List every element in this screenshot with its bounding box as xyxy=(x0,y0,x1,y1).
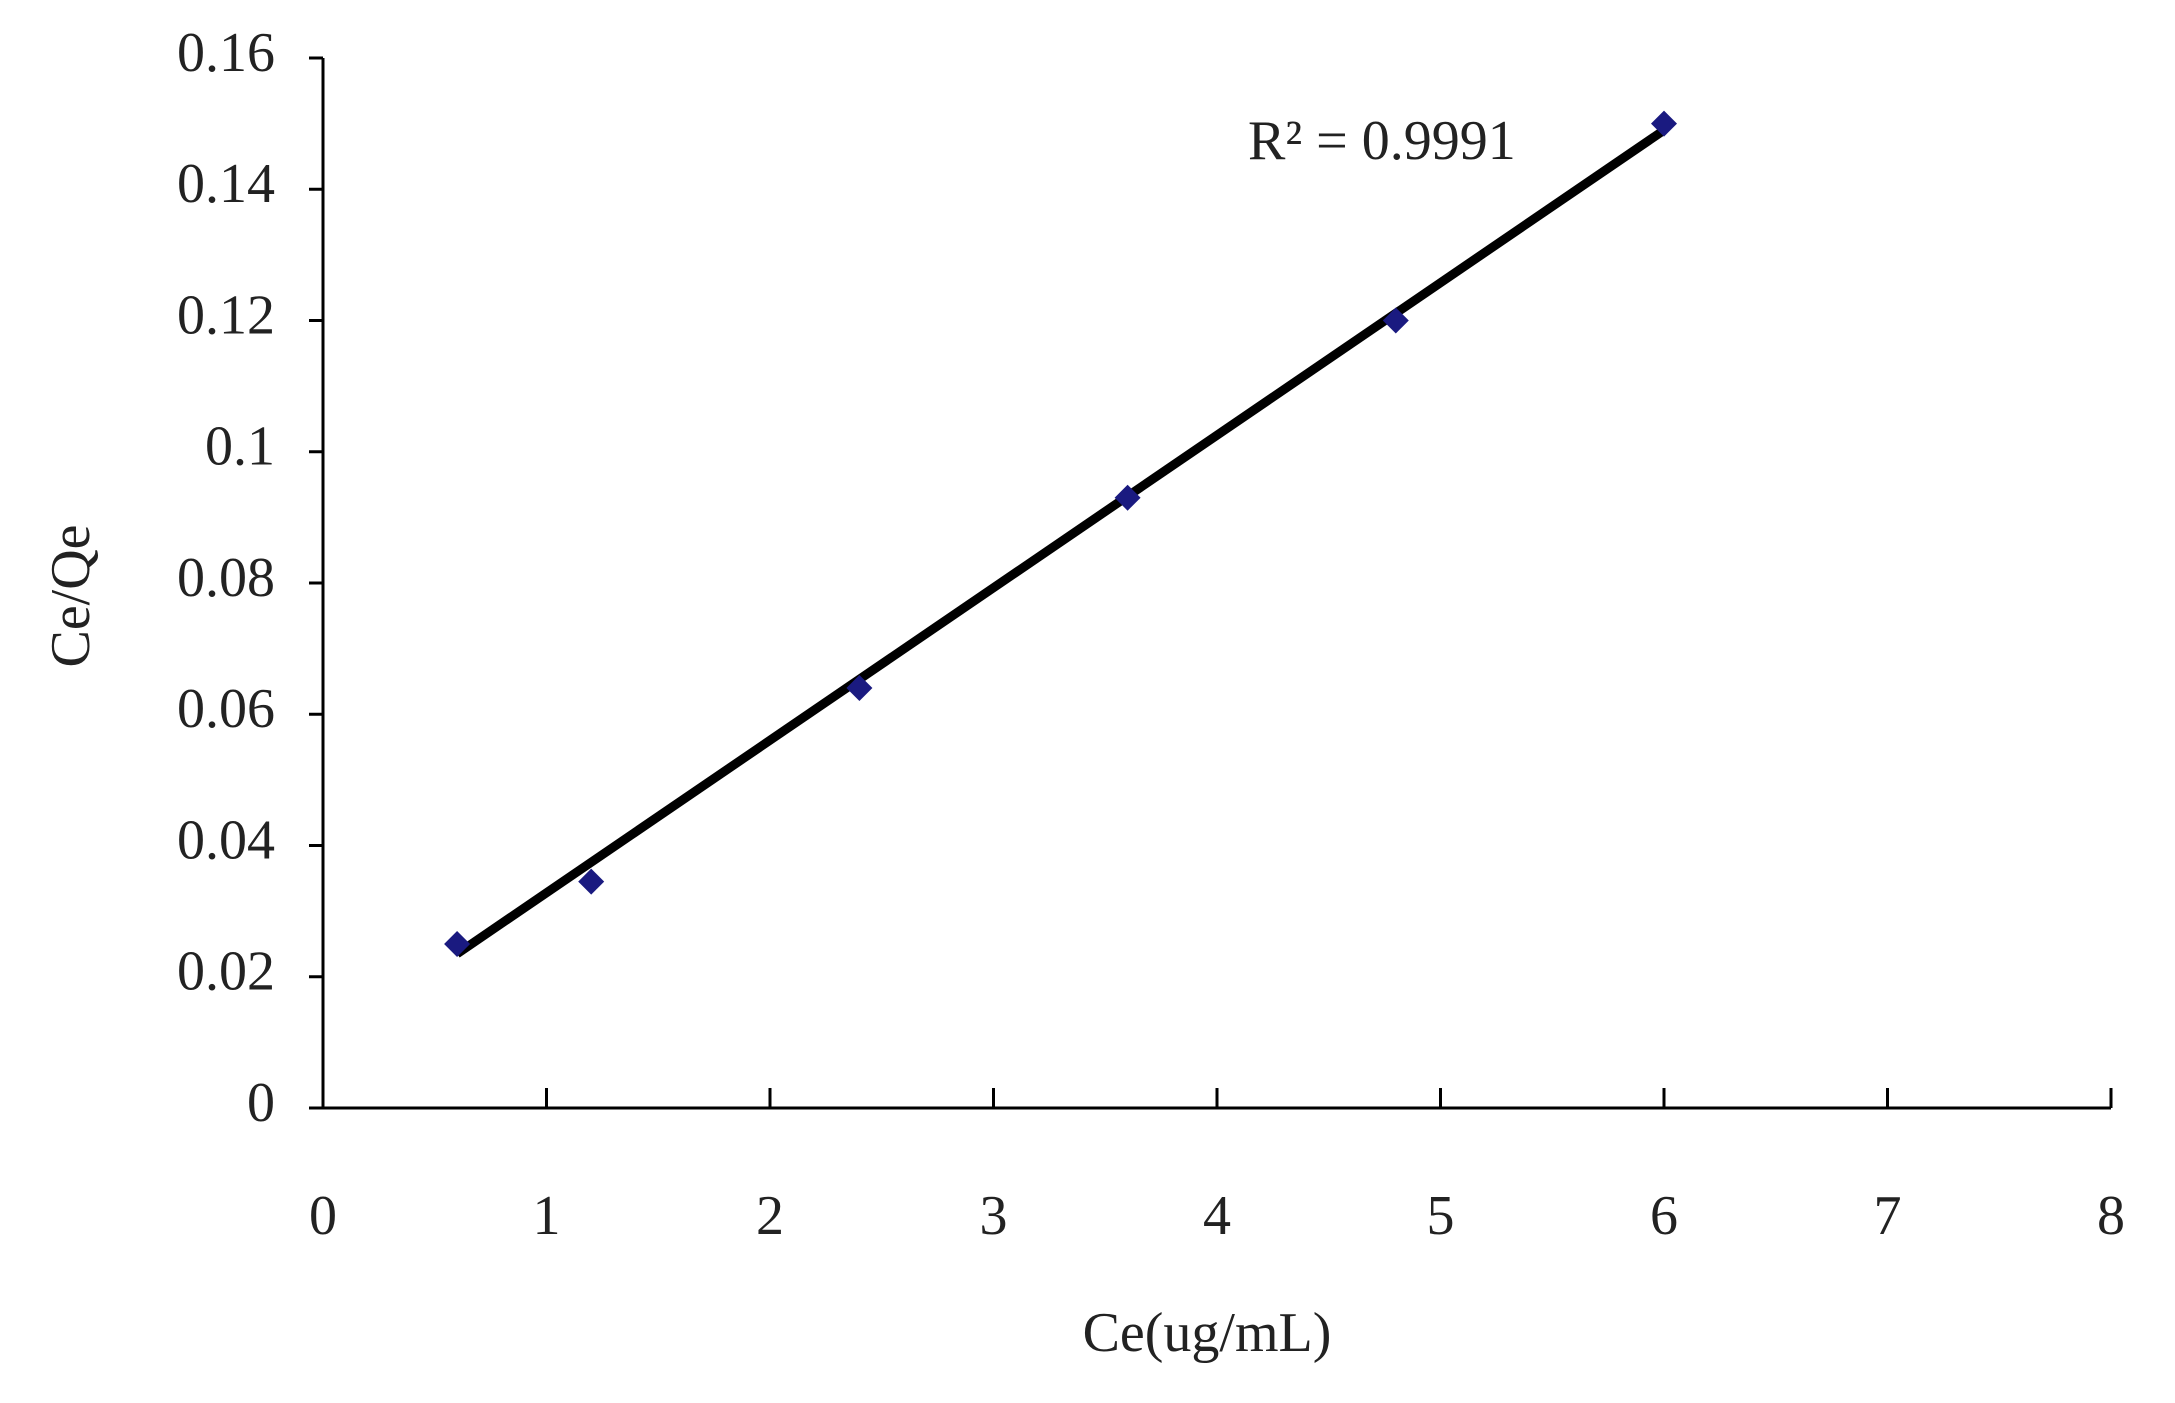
data-point xyxy=(846,675,873,701)
data-point xyxy=(1382,307,1409,334)
y-tick-label: 0 xyxy=(247,1072,275,1134)
x-tick-label: 3 xyxy=(980,1185,1008,1247)
y-tick-label: 0.14 xyxy=(177,153,275,215)
y-tick-label: 0.08 xyxy=(177,547,275,609)
x-tick-label: 1 xyxy=(533,1185,561,1247)
y-tick-label: 0.16 xyxy=(177,22,275,84)
annotation: R² = 0.9991 xyxy=(1248,110,1516,172)
x-tick-label: 2 xyxy=(756,1185,784,1247)
y-tick-label: 0.12 xyxy=(177,284,275,346)
x-axis-title: Ce(ug/mL) xyxy=(1083,1302,1332,1364)
y-tick-label: 0.04 xyxy=(177,809,275,871)
data-point xyxy=(578,868,605,895)
x-tick-label: 4 xyxy=(1203,1185,1231,1247)
y-tick-label: 0.1 xyxy=(205,416,275,478)
x-tick-label: 7 xyxy=(1874,1185,1902,1247)
data-point xyxy=(1114,484,1141,511)
y-tick-label: 0.06 xyxy=(177,678,275,740)
y-axis-title: Ce/Qe xyxy=(40,524,102,667)
x-tick-label: 8 xyxy=(2097,1185,2125,1247)
trendline xyxy=(454,126,1667,958)
x-tick-label: 0 xyxy=(309,1185,337,1247)
x-tick-label: 5 xyxy=(1427,1185,1455,1247)
data-point xyxy=(1651,110,1677,137)
x-tick-label: 6 xyxy=(1650,1185,1678,1247)
y-tick-label: 0.02 xyxy=(177,941,275,1003)
data-point xyxy=(444,930,471,957)
